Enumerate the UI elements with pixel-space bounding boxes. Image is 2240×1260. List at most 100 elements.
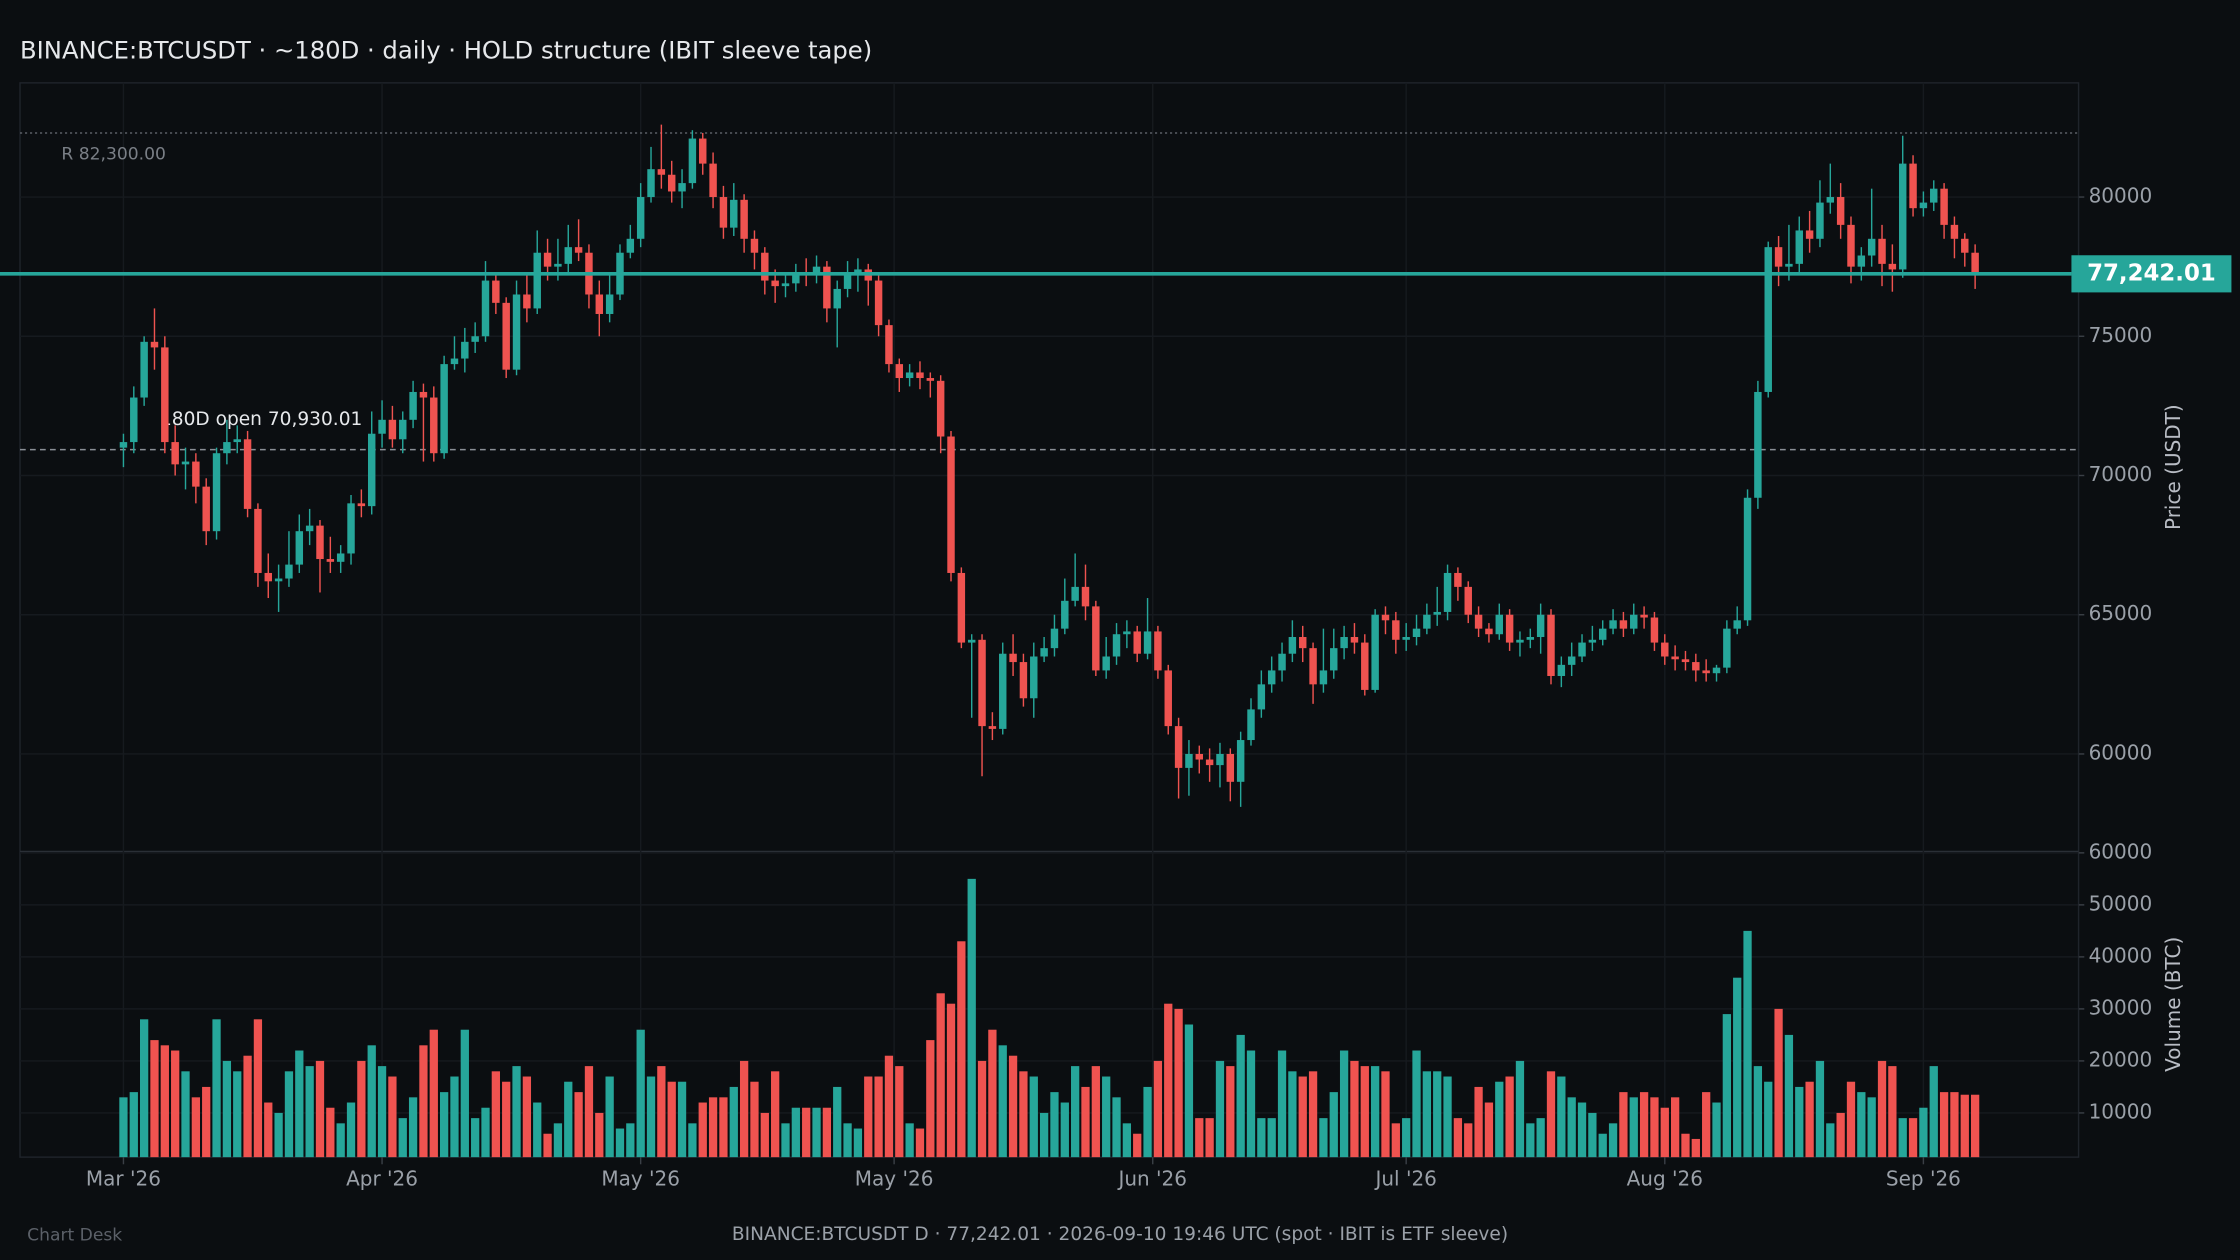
volume-bar — [1453, 1118, 1463, 1158]
candle-body — [1774, 247, 1783, 267]
candle-body — [419, 391, 428, 398]
candle-body — [1412, 628, 1421, 638]
volume-bar — [1712, 1102, 1721, 1158]
volume-bar — [1298, 1076, 1307, 1158]
volume-bar — [1019, 1071, 1028, 1158]
candle-body — [1940, 188, 1948, 225]
candle-body — [792, 272, 800, 284]
candle-body — [1071, 586, 1079, 601]
volume-bar — [1598, 1133, 1607, 1158]
volume-bar — [988, 1029, 997, 1158]
volume-bar — [1339, 1050, 1349, 1158]
volume-bar — [1960, 1094, 1969, 1158]
volume-bar — [584, 1066, 594, 1158]
volume-bar — [936, 993, 945, 1158]
volume-bar — [222, 1060, 232, 1158]
volume-bar — [460, 1029, 469, 1158]
candle-body — [1361, 642, 1369, 690]
volume-bar — [1277, 1050, 1287, 1158]
volume-bar — [1546, 1071, 1556, 1158]
candle-body — [130, 397, 138, 443]
candle-body — [699, 138, 707, 164]
volume-bar — [1050, 1092, 1059, 1158]
candle-body — [1133, 631, 1141, 654]
volume-bar — [1929, 1066, 1938, 1158]
volume-bar — [398, 1118, 407, 1158]
x-tick-label: Jul '26 — [1373, 1167, 1436, 1191]
candle-body — [926, 378, 935, 381]
volume-tick-label: 40000 — [2089, 943, 2153, 967]
candle-body — [1516, 639, 1524, 643]
candle-body — [730, 199, 738, 228]
volume-bar — [791, 1107, 800, 1158]
candle-body — [523, 294, 531, 309]
volume-bar — [1133, 1133, 1142, 1158]
volume-bar — [1660, 1107, 1669, 1158]
volume-bar — [253, 1019, 263, 1158]
candle-body — [812, 266, 821, 275]
volume-bar — [564, 1081, 573, 1158]
y-tick-label: 70000 — [2089, 462, 2153, 486]
candle-body — [947, 436, 955, 573]
candle-body — [1971, 252, 1979, 274]
volume-bar — [905, 1123, 914, 1158]
candle-body — [1061, 600, 1069, 629]
candle-body — [1878, 238, 1886, 264]
candle-body — [1743, 497, 1752, 621]
volume-bar — [1112, 1097, 1121, 1158]
candle-body — [657, 169, 666, 175]
candle-body — [895, 364, 904, 379]
volume-bar — [1608, 1123, 1618, 1158]
volume-bar — [543, 1133, 552, 1158]
candle-body — [357, 503, 366, 507]
candle-body — [1319, 670, 1328, 685]
volume-bar — [284, 1071, 294, 1158]
volume-bar — [1060, 1102, 1069, 1158]
x-tick-label: Apr '26 — [346, 1167, 418, 1191]
volume-bar — [1784, 1034, 1794, 1158]
volume-bar — [771, 1071, 780, 1158]
x-tick-label: Mar '26 — [86, 1167, 161, 1191]
volume-bar — [1619, 1092, 1628, 1158]
y-axis-label: Price (USDT) — [2161, 404, 2185, 530]
candle-body — [1299, 637, 1307, 649]
candle-body — [1630, 614, 1638, 629]
candle-body — [1754, 391, 1762, 498]
candle-body — [1609, 620, 1617, 629]
volume-bar — [471, 1118, 480, 1158]
volume-bar — [522, 1076, 532, 1158]
volume-bar — [1443, 1076, 1452, 1158]
candle-body — [564, 247, 572, 264]
volume-bar — [1639, 1092, 1649, 1158]
volume-bar — [1226, 1066, 1235, 1158]
volume-bar — [688, 1123, 697, 1158]
candle-body — [1733, 620, 1741, 629]
candle-body — [295, 531, 304, 565]
candle-body — [554, 263, 562, 267]
x-tick-label: Jun '26 — [1116, 1167, 1187, 1191]
volume-bar — [439, 1092, 449, 1158]
candle-body — [626, 238, 635, 253]
volume-bar — [1950, 1092, 1959, 1158]
candle-body — [1464, 586, 1472, 615]
volume-bar — [864, 1076, 873, 1158]
candle-body — [1288, 637, 1297, 654]
volume-bar — [1288, 1071, 1297, 1158]
y-tick-label: 75000 — [2089, 323, 2153, 347]
candle-body — [471, 336, 479, 342]
candle-body — [709, 163, 717, 198]
level-label: 180D open 70,930.01 — [160, 409, 362, 430]
candle-body — [1557, 664, 1566, 676]
volume-bar — [698, 1102, 707, 1158]
volume-bar — [139, 1019, 149, 1158]
candle-body — [688, 138, 697, 184]
volume-bar — [1836, 1112, 1845, 1158]
candle-body — [1857, 255, 1866, 267]
x-tick-label: May '26 — [601, 1167, 680, 1191]
volume-tick-label: 30000 — [2089, 995, 2153, 1019]
candle-body — [936, 380, 945, 437]
volume-bar — [750, 1081, 759, 1158]
candle-body — [1340, 637, 1348, 649]
volume-bar — [1857, 1092, 1866, 1158]
volume-bar — [760, 1112, 769, 1158]
